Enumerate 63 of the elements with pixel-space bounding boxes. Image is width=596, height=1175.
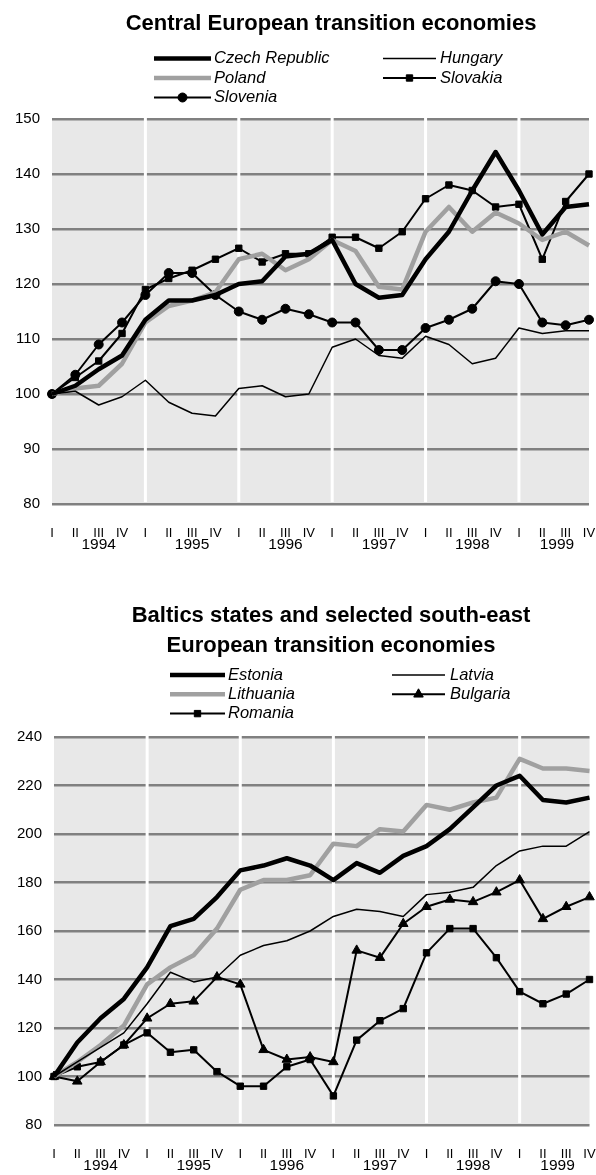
y-tick-label: 140 bbox=[16, 969, 42, 987]
x-tick-label: I bbox=[238, 1146, 243, 1162]
y-tick-label: 200 bbox=[16, 824, 42, 842]
x-tick-label: II bbox=[446, 1146, 454, 1162]
y-tick-label: 80 bbox=[23, 494, 40, 512]
chart-title: Central European transition economies bbox=[124, 9, 538, 37]
y-tick-label: 240 bbox=[16, 727, 42, 745]
x-tick-label: IV bbox=[397, 1146, 410, 1162]
x-tick-label: I bbox=[517, 525, 521, 541]
x-tick-label: II bbox=[353, 1146, 361, 1162]
y-tick-label: 120 bbox=[16, 1018, 42, 1036]
y-tick-label: 220 bbox=[16, 775, 42, 793]
y-tick-label: 110 bbox=[16, 329, 40, 347]
legend-label: Hungary bbox=[440, 48, 505, 67]
x-tick-label: II bbox=[165, 525, 173, 541]
x-tick-label: I bbox=[517, 1146, 522, 1162]
x-tick-label: IV bbox=[582, 525, 596, 541]
x-tick-label: II bbox=[73, 1146, 81, 1162]
x-tick-label: I bbox=[236, 525, 241, 541]
y-tick-label: 100 bbox=[14, 384, 40, 402]
legend-label: Estonia bbox=[228, 664, 284, 683]
x-tick-label: IV bbox=[583, 1146, 596, 1162]
x-tick-label: II bbox=[71, 525, 79, 541]
legend-label: Poland bbox=[214, 67, 267, 86]
legend-label: Slovenia bbox=[214, 87, 278, 106]
x-tick-label: I bbox=[330, 525, 334, 541]
x-tick-label: IV bbox=[490, 1146, 503, 1162]
x-tick-label: I bbox=[143, 525, 148, 541]
y-tick-label: 90 bbox=[23, 439, 40, 457]
x-tick-label: II bbox=[351, 525, 360, 541]
y-tick-label: 140 bbox=[14, 164, 40, 182]
x-tick-label: IV bbox=[302, 525, 316, 541]
x-tick-label: IV bbox=[303, 1146, 317, 1162]
x-tick-label: IV bbox=[489, 525, 503, 541]
chart-title: Baltics states and selected south-east European transition economies bbox=[130, 601, 532, 659]
x-tick-label: II bbox=[166, 1146, 175, 1162]
y-tick-label: 160 bbox=[16, 921, 42, 939]
legend-label: Bulgaria bbox=[450, 683, 511, 702]
x-tick-label: I bbox=[50, 525, 54, 541]
y-tick-label: 180 bbox=[16, 872, 42, 890]
y-tick-label: 150 bbox=[14, 109, 40, 127]
x-tick-label: IV bbox=[210, 1146, 224, 1162]
x-tick-label: I bbox=[423, 525, 428, 541]
x-tick-label: IV bbox=[396, 525, 409, 541]
legend-label: Latvia bbox=[450, 664, 495, 683]
x-tick-label: I bbox=[424, 1146, 429, 1162]
x-tick-label: IV bbox=[117, 1146, 131, 1162]
y-tick-label: 80 bbox=[25, 1115, 42, 1133]
y-tick-label: 130 bbox=[14, 219, 40, 237]
x-tick-label: I bbox=[145, 1146, 149, 1162]
legend-label: Slovakia bbox=[440, 67, 503, 86]
x-tick-label: IV bbox=[209, 525, 222, 541]
x-tick-label: II bbox=[445, 525, 453, 541]
x-tick-label: I bbox=[52, 1146, 56, 1162]
y-tick-label: 100 bbox=[16, 1066, 42, 1084]
x-tick-label: IV bbox=[115, 525, 129, 541]
legend-label: Romania bbox=[228, 703, 295, 722]
legend-label: Czech Republic bbox=[214, 48, 331, 67]
x-tick-label: II bbox=[258, 525, 266, 541]
legend-label: Lithuania bbox=[228, 683, 295, 702]
x-tick-label: II bbox=[259, 1146, 268, 1162]
y-tick-label: 120 bbox=[14, 274, 40, 292]
x-tick-label: I bbox=[331, 1146, 336, 1162]
